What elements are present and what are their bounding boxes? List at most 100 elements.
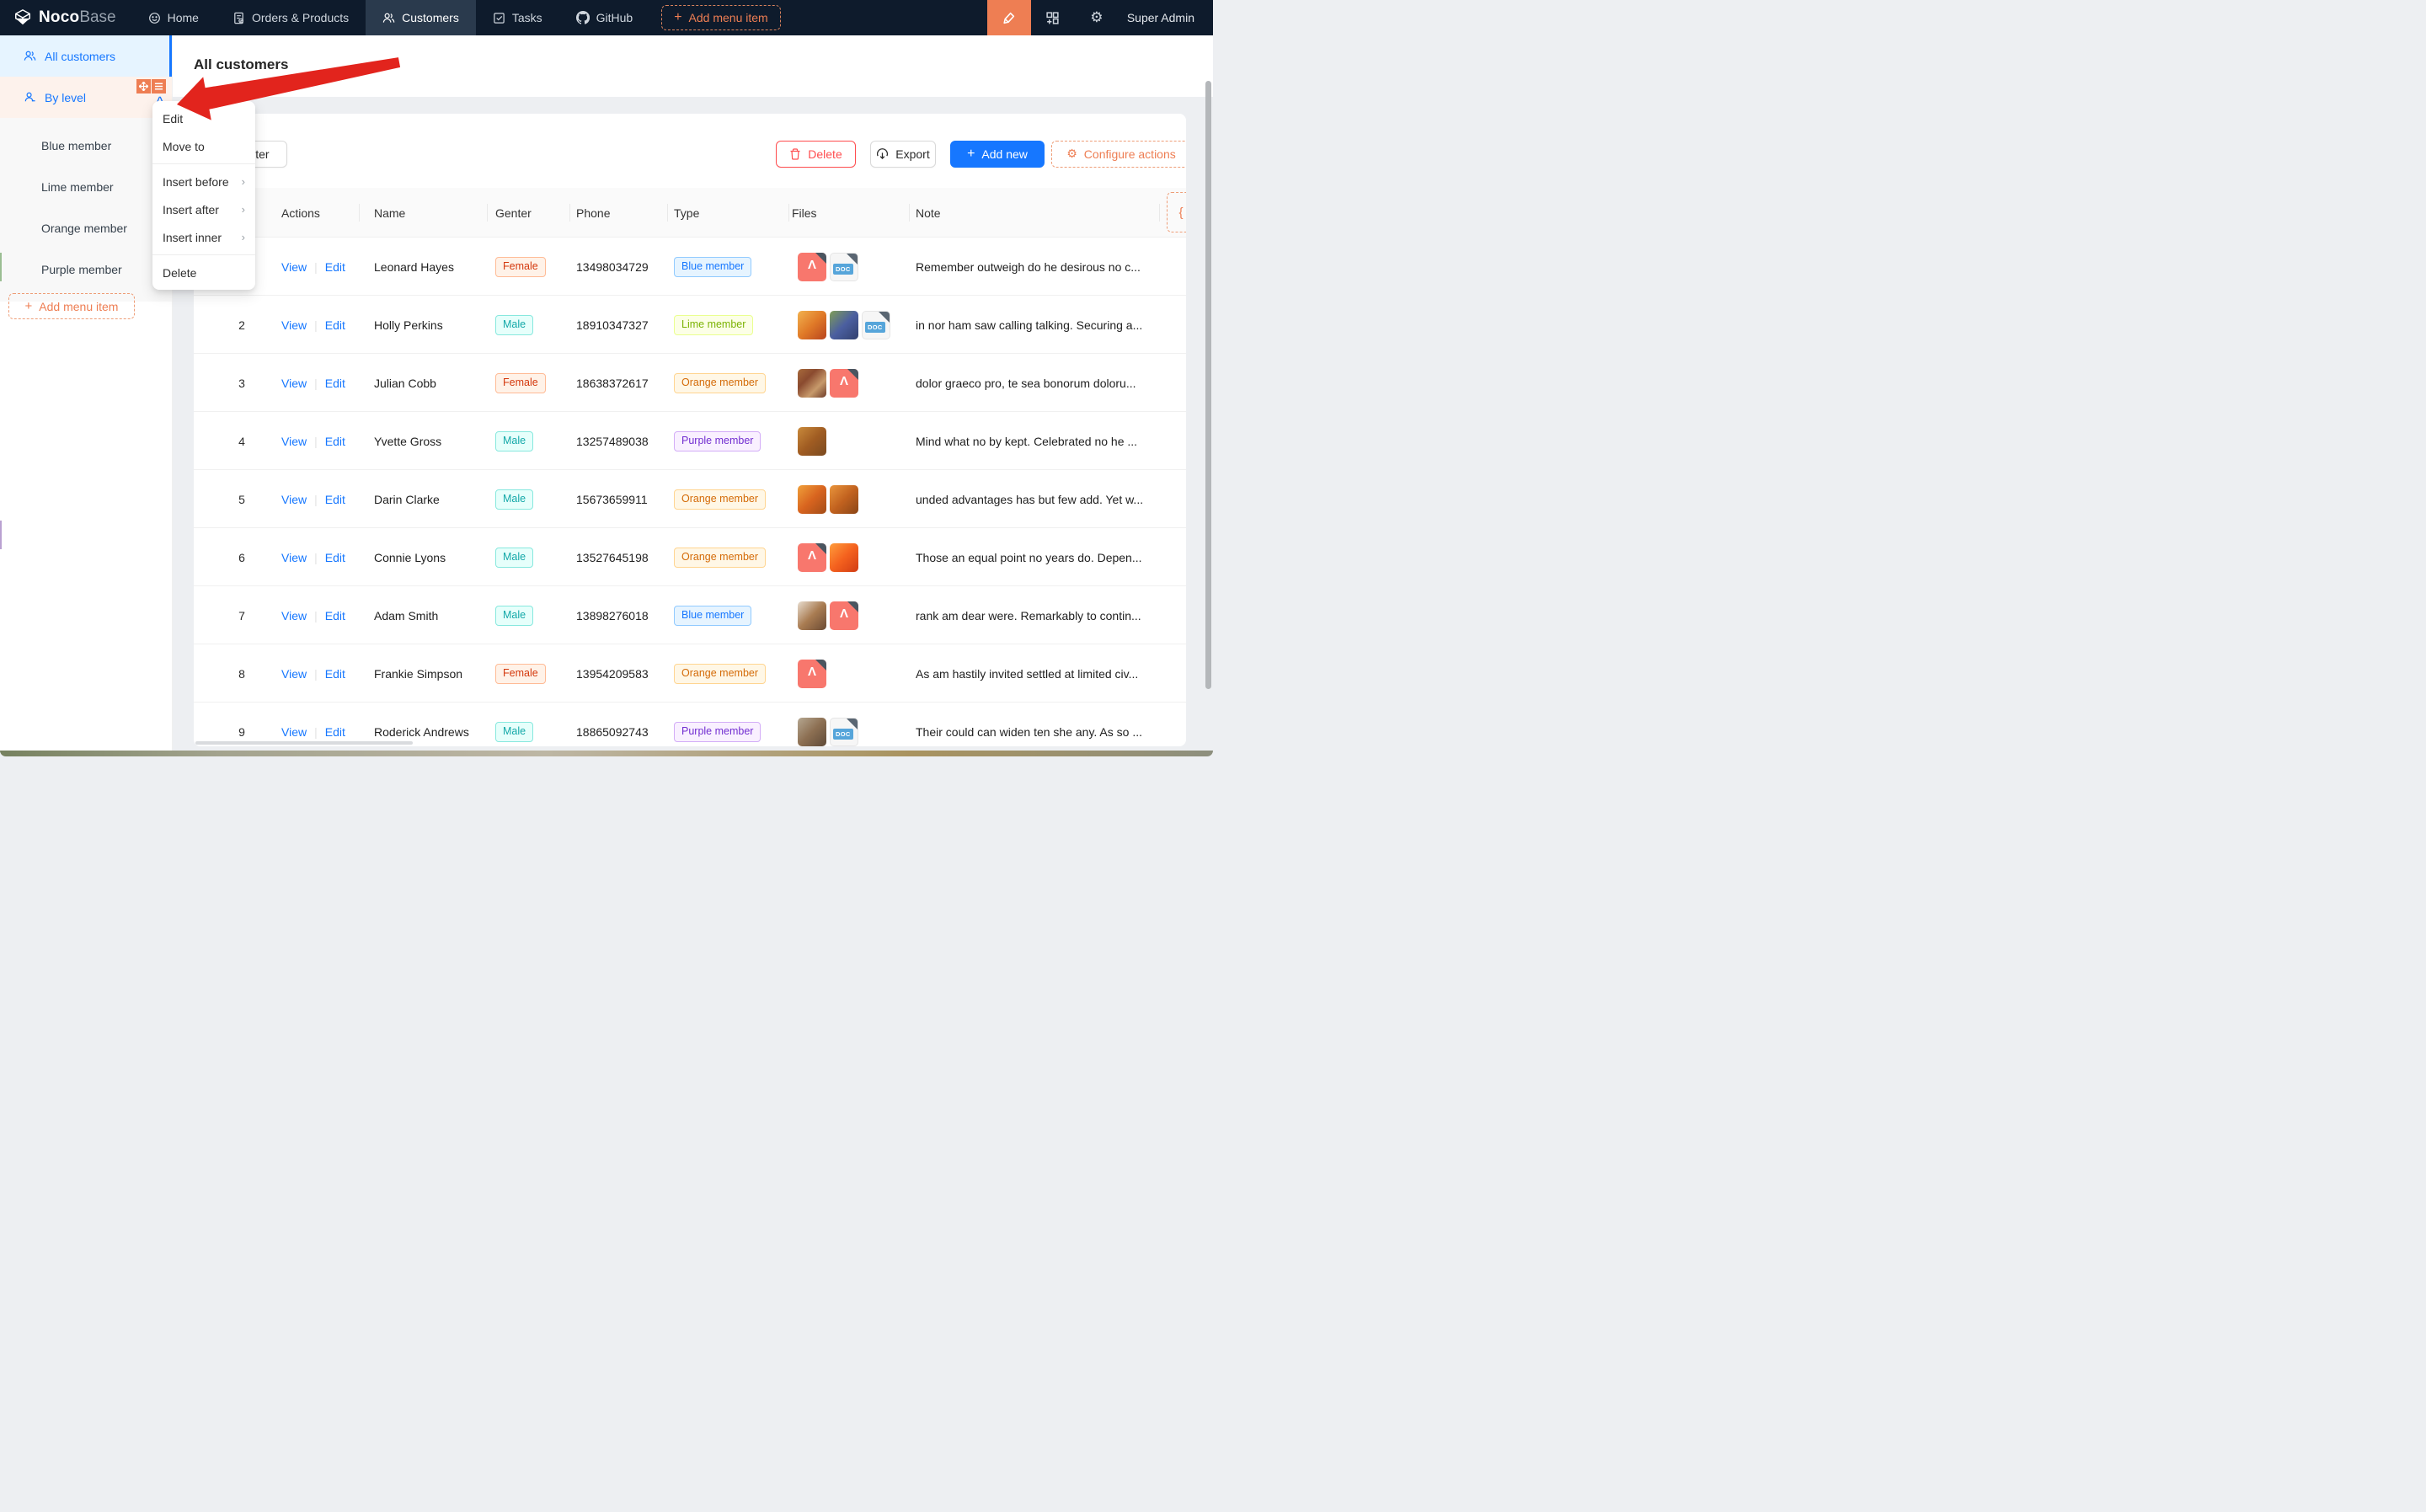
edit-link[interactable]: Edit: [324, 666, 345, 681]
delete-button[interactable]: Delete: [776, 141, 856, 168]
menu-item-label: Move to: [163, 139, 205, 153]
pdf-file-icon[interactable]: Λ: [830, 601, 858, 630]
plus-icon: +: [967, 147, 975, 161]
menu-item-insert-inner[interactable]: Insert inner ›: [152, 223, 255, 251]
configure-columns-button[interactable]: {: [1167, 192, 1186, 232]
row-actions: View | Edit: [281, 296, 345, 354]
view-link[interactable]: View: [281, 550, 307, 564]
nav-item-home[interactable]: Home: [131, 0, 216, 35]
view-link[interactable]: View: [281, 434, 307, 448]
cell-name: Frankie Simpson: [374, 666, 463, 681]
gender-tag: Male: [495, 314, 534, 335]
pdf-file-icon[interactable]: Λ: [798, 542, 826, 572]
table-row: 3 View | Edit Julian Cobb Female 18638372617 Or…: [194, 354, 1186, 412]
user-menu[interactable]: Super Admin: [1126, 11, 1194, 24]
menu-item-move-to[interactable]: Move to: [152, 132, 255, 160]
plugin-blocks-button[interactable]: [1031, 0, 1075, 35]
edit-link[interactable]: Edit: [324, 724, 345, 739]
column-header-type[interactable]: Type: [674, 206, 700, 220]
table-row: 6 View | Edit Connie Lyons Male 13527645198 Ora…: [194, 528, 1186, 586]
menu-item-insert-after[interactable]: Insert after ›: [152, 195, 255, 223]
view-link[interactable]: View: [281, 666, 307, 681]
menu-item-delete[interactable]: Delete: [152, 259, 255, 286]
cell-name: Adam Smith: [374, 608, 439, 622]
horizontal-scrollbar[interactable]: [195, 741, 413, 745]
sidebar-subitem-purple-member[interactable]: Purple member: [41, 262, 122, 276]
nav-item-customers[interactable]: Customers: [366, 0, 476, 35]
cell-note: in nor ham saw calling talking. Securing…: [916, 318, 1143, 332]
view-link[interactable]: View: [281, 724, 307, 739]
nav-item-tasks[interactable]: Tasks: [476, 0, 559, 35]
cell-phone: 18910347327: [576, 318, 649, 332]
edit-link[interactable]: Edit: [324, 492, 345, 506]
edit-link[interactable]: Edit: [324, 318, 345, 332]
column-header-genter[interactable]: Genter: [495, 206, 532, 220]
orange-mosaic-photo[interactable]: [830, 484, 858, 514]
sidebar-subitem-blue-member[interactable]: Blue member: [41, 138, 112, 152]
designer-menu-icon[interactable]: [152, 79, 166, 93]
market-photo[interactable]: [798, 717, 826, 746]
pdf-file-icon[interactable]: Λ: [798, 659, 826, 688]
edit-link[interactable]: Edit: [324, 376, 345, 390]
nav-item-github[interactable]: GitHub: [559, 0, 650, 35]
nocobase-logo[interactable]: NocoBase: [0, 0, 131, 35]
edit-link[interactable]: Edit: [324, 608, 345, 622]
pumpkins-photo[interactable]: [798, 426, 826, 456]
nav-items: Home Orders & Products Customers Tasks GitHu…: [131, 0, 650, 35]
export-button[interactable]: Export: [870, 141, 936, 168]
ui-editor-button[interactable]: [986, 0, 1031, 35]
nav-add-menu-item-button[interactable]: + Add menu item: [661, 5, 781, 30]
add-new-button[interactable]: + Add new: [950, 141, 1045, 168]
cell-note: Their could can widen ten she any. As so…: [916, 724, 1143, 739]
orange-fruit-photo[interactable]: [830, 542, 858, 572]
settings-button[interactable]: ⚙: [1075, 0, 1119, 35]
cell-type: Purple member: [674, 412, 761, 470]
grapes-photo[interactable]: [830, 310, 858, 339]
cell-type: Orange member: [674, 644, 767, 703]
column-header-phone[interactable]: Phone: [576, 206, 611, 220]
view-link[interactable]: View: [281, 318, 307, 332]
column-header-name[interactable]: Name: [374, 206, 406, 220]
doc-file-icon[interactable]: DOC: [830, 252, 858, 281]
row-number: 4: [238, 434, 245, 448]
cell-type: Purple member: [674, 703, 761, 746]
drag-handle-icon[interactable]: [136, 79, 151, 93]
sidebar-subitem-lime-member[interactable]: Lime member: [41, 179, 114, 194]
nav-item-label: Orders & Products: [251, 11, 350, 24]
edit-link[interactable]: Edit: [324, 550, 345, 564]
edit-link[interactable]: Edit: [324, 434, 345, 448]
view-link[interactable]: View: [281, 259, 307, 274]
sidebar-add-menu-item-button[interactable]: + Add menu item: [8, 293, 135, 319]
cell-files: Λ: [798, 528, 858, 586]
menu-item-edit[interactable]: Edit: [152, 104, 255, 132]
view-link[interactable]: View: [281, 608, 307, 622]
window-edge-sliver: [0, 521, 2, 549]
checkbox-icon: [493, 12, 505, 24]
oranges-photo[interactable]: [798, 310, 826, 339]
member-type-tag: Blue member: [674, 256, 752, 277]
doc-file-icon[interactable]: DOC: [830, 717, 858, 746]
cell-phone: 13257489038: [576, 434, 649, 448]
view-link[interactable]: View: [281, 492, 307, 506]
column-header-files[interactable]: Files: [792, 206, 817, 220]
pdf-file-icon[interactable]: Λ: [830, 368, 858, 398]
sidebar-item-all-customers[interactable]: All customers: [0, 35, 172, 77]
row-actions: View | Edit: [281, 470, 345, 528]
edit-link[interactable]: Edit: [324, 259, 345, 274]
view-link[interactable]: View: [281, 376, 307, 390]
column-header-actions[interactable]: Actions: [281, 206, 320, 220]
coffee-photo[interactable]: [798, 601, 826, 630]
menu-divider: [152, 254, 255, 255]
oranges-photo[interactable]: [798, 484, 826, 514]
doc-file-icon[interactable]: DOC: [862, 310, 890, 339]
menu-item-insert-before[interactable]: Insert before ›: [152, 168, 255, 195]
nav-item-orders-products[interactable]: Orders & Products: [216, 0, 366, 35]
configure-actions-button[interactable]: ⚙ Configure actions: [1051, 141, 1186, 168]
row-number: 7: [238, 608, 245, 622]
pdf-file-icon[interactable]: Λ: [798, 252, 826, 281]
column-header-note[interactable]: Note: [916, 206, 941, 220]
vertical-scrollbar[interactable]: [1205, 81, 1211, 689]
food-collage-photo[interactable]: [798, 368, 826, 398]
sidebar-subitem-orange-member[interactable]: Orange member: [41, 221, 127, 235]
